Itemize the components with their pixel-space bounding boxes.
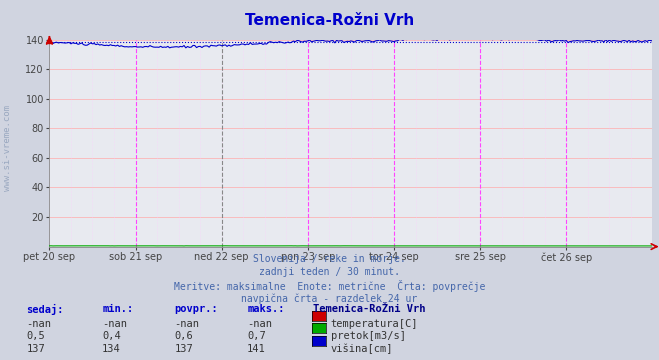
Text: 0,4: 0,4 <box>102 331 121 341</box>
Text: navpična črta - razdelek 24 ur: navpična črta - razdelek 24 ur <box>241 293 418 304</box>
Text: 0,7: 0,7 <box>247 331 266 341</box>
Text: www.si-vreme.com: www.si-vreme.com <box>3 105 13 190</box>
Text: višina[cm]: višina[cm] <box>331 344 393 354</box>
Text: 0,6: 0,6 <box>175 331 193 341</box>
Text: Temenica-Rožni Vrh: Temenica-Rožni Vrh <box>245 13 414 28</box>
Text: 137: 137 <box>175 344 193 354</box>
Text: povpr.:: povpr.: <box>175 304 218 314</box>
Text: Slovenija / reke in morje.: Slovenija / reke in morje. <box>253 254 406 264</box>
Text: temperatura[C]: temperatura[C] <box>331 319 418 329</box>
Text: -nan: -nan <box>102 319 127 329</box>
Text: sedaj:: sedaj: <box>26 304 64 315</box>
Text: Meritve: maksimalne  Enote: metrične  Črta: povprečje: Meritve: maksimalne Enote: metrične Črta… <box>174 280 485 292</box>
Text: zadnji teden / 30 minut.: zadnji teden / 30 minut. <box>259 267 400 277</box>
Text: 0,5: 0,5 <box>26 331 45 341</box>
Text: -nan: -nan <box>26 319 51 329</box>
Text: -nan: -nan <box>175 319 200 329</box>
Text: -nan: -nan <box>247 319 272 329</box>
Text: Temenica-RoŽni Vrh: Temenica-RoŽni Vrh <box>313 304 426 314</box>
Text: pretok[m3/s]: pretok[m3/s] <box>331 331 406 341</box>
Text: maks.:: maks.: <box>247 304 285 314</box>
Text: 137: 137 <box>26 344 45 354</box>
Text: min.:: min.: <box>102 304 133 314</box>
Text: 141: 141 <box>247 344 266 354</box>
Text: 134: 134 <box>102 344 121 354</box>
